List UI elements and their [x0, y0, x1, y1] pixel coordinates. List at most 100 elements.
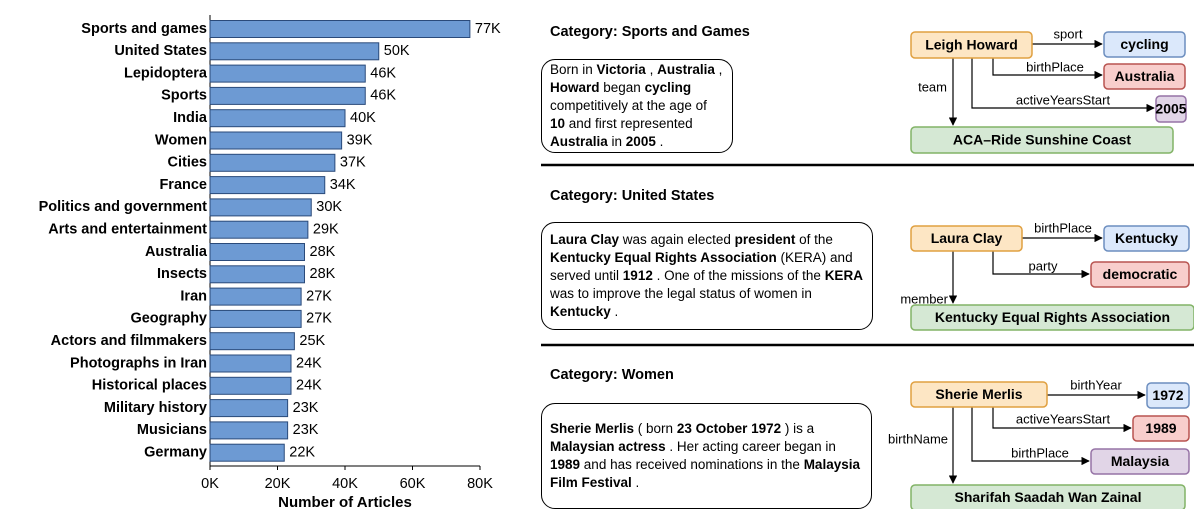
text-run: ) is a — [781, 421, 815, 436]
text-run: , — [645, 62, 658, 77]
bar — [209, 198, 312, 217]
value-label: 24K — [296, 378, 322, 394]
edge-label: birthPlace — [1026, 59, 1084, 74]
entity: Sherie Merlis — [550, 421, 635, 436]
entity: Malaysia Film Festival — [550, 457, 860, 490]
x-tick-label: 40K — [332, 476, 358, 492]
bar — [209, 131, 343, 150]
bar — [209, 265, 305, 284]
node-label: democratic — [1103, 266, 1178, 282]
edge — [992, 251, 1090, 279]
entity: Howard — [550, 80, 600, 95]
edge — [971, 58, 1155, 113]
text-run: . — [655, 134, 664, 149]
entity: Kentucky — [550, 304, 611, 319]
node — [1103, 225, 1190, 252]
value-label: 77K — [475, 21, 501, 37]
node — [910, 304, 1194, 331]
node — [1146, 382, 1190, 409]
y-tick-label: Geography — [130, 311, 207, 327]
y-tick-label: Politics and government — [39, 199, 208, 215]
bar — [209, 243, 305, 261]
bar — [209, 376, 292, 395]
edge-label: birthPlace — [1034, 220, 1092, 235]
edge-label: birthName — [888, 431, 948, 446]
edge-label: party — [1029, 258, 1058, 273]
y-tick-label: Sports and games — [81, 21, 207, 37]
bar — [209, 287, 302, 306]
node-label: Australia — [1115, 68, 1175, 84]
text-run: , — [714, 62, 723, 77]
text-run: in — [607, 134, 626, 149]
entity: Kentucky Equal Rights Association — [550, 250, 777, 265]
x-tick-label: 20K — [265, 476, 291, 492]
value-label: 24K — [296, 355, 322, 371]
bar — [209, 153, 336, 172]
node — [1103, 31, 1186, 58]
node-label: ACA–Ride Sunshine Coast — [953, 132, 1131, 148]
value-label: 23K — [293, 400, 319, 416]
x-tick-label: 0K — [201, 476, 219, 492]
panel-title: Category: Women — [550, 367, 674, 383]
entity: Victoria — [596, 62, 646, 77]
entity: Laura Clay — [550, 232, 620, 247]
text-run: . Her acting career began in — [665, 439, 836, 454]
node — [910, 381, 1048, 408]
y-tick-label: Military history — [104, 400, 207, 416]
text-run: . — [610, 304, 619, 319]
value-label: 50K — [384, 43, 410, 59]
node-label: cycling — [1120, 36, 1168, 52]
node-label: 1972 — [1152, 387, 1183, 403]
sentence-box: Laura Clay was again elected president o… — [541, 222, 873, 330]
text-run: (KERA) and served until — [550, 250, 853, 283]
text-run: . One of the missions of the — [652, 268, 825, 283]
y-tick-label: Women — [155, 132, 207, 148]
panel-title: Category: Sports and Games — [550, 24, 750, 40]
text-run: . — [631, 475, 640, 490]
edge — [992, 58, 1103, 80]
y-tick-label: India — [173, 110, 208, 126]
value-label: 29K — [313, 222, 339, 238]
node-label: 1989 — [1145, 420, 1176, 436]
bar — [209, 309, 302, 328]
value-label: 28K — [310, 266, 336, 282]
edge-label: birthYear — [1070, 377, 1122, 392]
value-label: 28K — [310, 244, 336, 260]
value-label: 27K — [306, 311, 332, 327]
y-tick-label: Lepidoptera — [124, 65, 208, 81]
entity: KERA — [824, 268, 863, 283]
y-tick-label: United States — [114, 43, 207, 59]
sentence: Laura Clay was again elected president o… — [550, 231, 864, 321]
text-run: began — [599, 80, 645, 95]
edge-label: sport — [1054, 26, 1083, 41]
bar — [209, 443, 285, 462]
bar — [209, 399, 289, 418]
node — [1132, 415, 1190, 442]
edge-label: activeYearsStart — [1016, 92, 1111, 107]
sentence: Sherie Merlis ( born 23 October 1972 ) i… — [550, 420, 863, 492]
node — [1090, 448, 1190, 475]
text-run: competitively at the age of — [550, 98, 707, 113]
node — [910, 225, 1023, 252]
value-label: 46K — [370, 88, 396, 104]
y-tick-label: Sports — [161, 88, 207, 104]
text-run: was to improve the legal status of women… — [550, 286, 812, 301]
edge-label: activeYearsStart — [1016, 411, 1111, 426]
node — [1090, 261, 1190, 288]
y-tick-label: Cities — [168, 155, 208, 171]
node-label: Malaysia — [1111, 453, 1170, 469]
entity: 23 October 1972 — [676, 421, 782, 436]
entity: president — [734, 232, 796, 247]
x-tick-label: 80K — [467, 476, 493, 492]
text-run: Born in — [550, 62, 597, 77]
node — [910, 31, 1033, 59]
value-label: 34K — [330, 177, 356, 193]
x-axis-label: Number of Articles — [278, 494, 412, 509]
entity: cycling — [644, 80, 692, 95]
text-run: ( born — [634, 421, 677, 436]
value-label: 25K — [299, 333, 325, 349]
node-label: Leigh Howard — [925, 37, 1018, 53]
text-run: and first represented — [565, 116, 693, 131]
